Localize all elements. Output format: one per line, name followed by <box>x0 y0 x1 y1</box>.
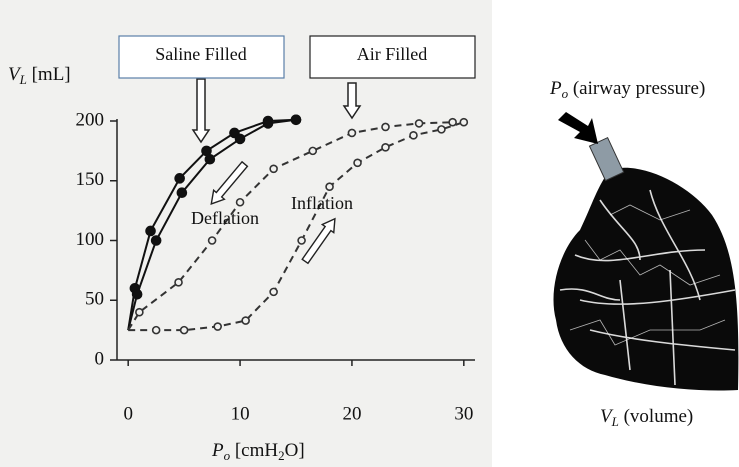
volume-label-part: (volume) <box>619 406 693 427</box>
x-tick-label: 10 <box>231 403 250 424</box>
data-point <box>354 159 361 166</box>
y-tick-label: 200 <box>76 109 105 130</box>
data-point <box>270 288 277 295</box>
data-point <box>382 144 389 151</box>
y-tick-label: 0 <box>95 348 105 369</box>
data-point <box>175 174 184 183</box>
data-point <box>298 237 305 244</box>
volume-label-part: L <box>611 414 619 429</box>
data-point <box>181 327 188 334</box>
data-point <box>449 119 456 126</box>
data-point <box>326 183 333 190</box>
data-point <box>382 123 389 130</box>
annotation: Saline Filled <box>155 44 247 64</box>
y-tick-label: 150 <box>76 169 105 190</box>
y-tick-label: 100 <box>76 229 105 250</box>
data-point <box>292 115 301 124</box>
pressure-label: Po (airway pressure) <box>549 78 705 101</box>
data-point <box>175 279 182 286</box>
y-label-part: L <box>19 72 27 87</box>
x-tick-label: 20 <box>342 403 361 424</box>
page: {"chart_data": {"type": "line", "xlabel"… <box>0 0 739 467</box>
data-point <box>209 237 216 244</box>
data-point <box>236 134 245 143</box>
figure: VL [mL] Po [cmH2O] Po (airway pressure) … <box>0 0 739 467</box>
y-label-part: [mL] <box>27 64 71 85</box>
data-point <box>264 119 273 128</box>
lung-illustration <box>553 112 738 390</box>
data-point <box>136 309 143 316</box>
data-point <box>153 327 160 334</box>
data-point <box>438 126 445 133</box>
data-point <box>152 236 161 245</box>
data-point <box>410 132 417 139</box>
data-point <box>460 119 467 126</box>
pressure-label-part: (airway pressure) <box>568 78 705 99</box>
x-label-part: O] <box>285 440 305 461</box>
y-axis-label: VL [mL] <box>8 64 71 87</box>
annotation: Inflation <box>291 193 353 213</box>
annotation: Deflation <box>191 208 259 228</box>
data-point <box>133 290 142 299</box>
pressure-label-part: P <box>549 78 562 99</box>
y-tick-label: 50 <box>85 289 104 310</box>
x-tick-label: 0 <box>123 403 133 424</box>
x-tick-label: 30 <box>454 403 473 424</box>
data-point <box>348 129 355 136</box>
data-point <box>270 165 277 172</box>
x-label-part: P <box>211 440 224 461</box>
data-point <box>177 188 186 197</box>
data-point <box>309 147 316 154</box>
volume-label: VL (volume) <box>600 406 693 429</box>
data-point <box>205 155 214 164</box>
annotation: Air Filled <box>357 44 428 64</box>
data-point <box>416 120 423 127</box>
x-label-part: [cmH <box>230 440 278 461</box>
data-point <box>146 226 155 235</box>
data-point <box>214 323 221 330</box>
data-point <box>242 317 249 324</box>
data-point <box>237 199 244 206</box>
